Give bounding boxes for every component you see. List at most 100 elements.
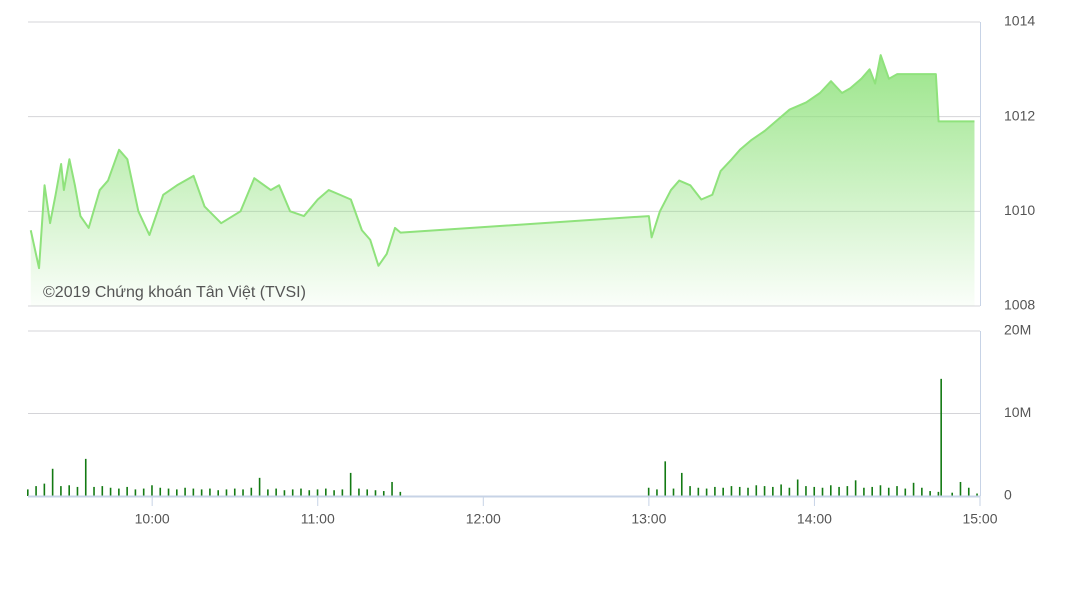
volume-bar — [184, 487, 186, 496]
volume-bar — [225, 489, 228, 496]
volume-bar — [209, 488, 211, 496]
volume-bar — [788, 487, 791, 496]
volume-bar — [316, 489, 319, 496]
volume-bar — [242, 489, 244, 496]
volume-bar — [904, 488, 907, 496]
volume-bar — [60, 486, 62, 496]
price-line — [29, 54, 975, 270]
volume-bar — [68, 485, 70, 496]
volume-bar — [967, 487, 970, 496]
volume-bar — [142, 488, 145, 496]
volume-bar — [680, 472, 683, 496]
volume-bar — [705, 488, 708, 496]
volume-bar — [656, 489, 658, 496]
volume-bar — [76, 486, 79, 496]
volume-bar — [672, 488, 675, 496]
x-tick-label: 12:00 — [466, 511, 501, 527]
volume-bar — [192, 488, 195, 496]
volume-bar — [796, 479, 799, 496]
volume-bar — [921, 487, 923, 496]
x-tick-label: 10:00 — [135, 511, 170, 527]
volume-bar — [366, 489, 369, 496]
volume-bar — [912, 482, 915, 496]
volume-bar — [233, 488, 236, 496]
volume-bar — [863, 487, 865, 496]
volume-bar — [879, 485, 882, 496]
volume-bar — [258, 477, 261, 496]
volume-bar — [101, 486, 104, 496]
volume-bar — [747, 487, 749, 496]
area-fill — [30, 55, 975, 307]
volume-bar — [940, 378, 942, 496]
volume-bar — [391, 481, 393, 496]
volume-bar — [151, 485, 153, 496]
volume-bar — [755, 485, 758, 496]
volume-bar — [217, 490, 219, 496]
volume-bar — [382, 491, 385, 496]
volume-bar — [43, 483, 46, 496]
volume-bar — [333, 490, 335, 496]
volume-bar — [829, 485, 832, 496]
x-tick-label: 13:00 — [631, 511, 666, 527]
watermark: ©2019 Chứng khoán Tân Việt (TVSI) — [43, 284, 306, 301]
volume-bar — [722, 487, 724, 496]
volume-bar — [689, 486, 691, 496]
volume-bar — [780, 484, 782, 496]
volume-bar — [887, 487, 890, 496]
volume-bar — [283, 490, 286, 496]
volume-bar — [714, 486, 716, 496]
volume-bar — [325, 488, 327, 496]
volume-bar — [109, 487, 112, 496]
volume-bar — [871, 486, 873, 496]
y-tick-label: 1008 — [1004, 297, 1035, 313]
volume-bar — [349, 472, 352, 496]
volume-bar — [854, 480, 857, 496]
volume-bar — [159, 487, 162, 496]
x-tick-label: 11:00 — [301, 511, 335, 527]
volume-bar — [763, 486, 766, 496]
volume-bar — [399, 491, 402, 496]
volume-bar — [176, 489, 178, 496]
volume-bar — [134, 489, 137, 496]
volume-bar — [126, 486, 128, 496]
y-tick-label: 1014 — [1004, 13, 1035, 29]
volume-bar — [738, 486, 741, 496]
volume-bar — [51, 468, 54, 496]
volume-bar — [308, 490, 311, 496]
volume-bar — [929, 491, 931, 496]
volume-bar — [838, 486, 840, 496]
volume-bar — [118, 488, 120, 496]
volume-bar — [730, 486, 733, 496]
volume-bar — [300, 488, 302, 496]
volume-bar — [374, 490, 377, 496]
volume-bar — [84, 458, 87, 496]
y-tick-label: 0 — [1004, 487, 1012, 503]
volume-bar — [250, 487, 253, 496]
volume-bar — [896, 486, 898, 496]
volume-bar — [200, 489, 203, 496]
volume-bar — [976, 493, 978, 496]
y-tick-label: 1010 — [1004, 202, 1035, 218]
volume-bar — [772, 486, 774, 496]
volume-bar — [267, 489, 269, 496]
volume-bar — [813, 486, 816, 496]
y-tick-label: 10M — [1004, 404, 1031, 420]
x-tick-label: 14:00 — [797, 511, 832, 527]
volume-bar — [35, 486, 37, 496]
volume-bar — [647, 487, 650, 496]
volume-bar — [959, 481, 962, 496]
volume-bar — [27, 489, 29, 496]
volume-bar — [805, 486, 807, 496]
volume-bar — [93, 486, 95, 496]
volume-bar — [291, 489, 294, 496]
y-tick-label: 1012 — [1004, 107, 1035, 123]
volume-bar — [341, 489, 344, 496]
volume-bar — [167, 488, 170, 496]
volume-bar — [937, 491, 940, 496]
volume-bar — [275, 488, 277, 496]
volume-bar — [664, 461, 667, 496]
volume-bar — [358, 488, 360, 496]
volume-bar — [951, 492, 954, 496]
